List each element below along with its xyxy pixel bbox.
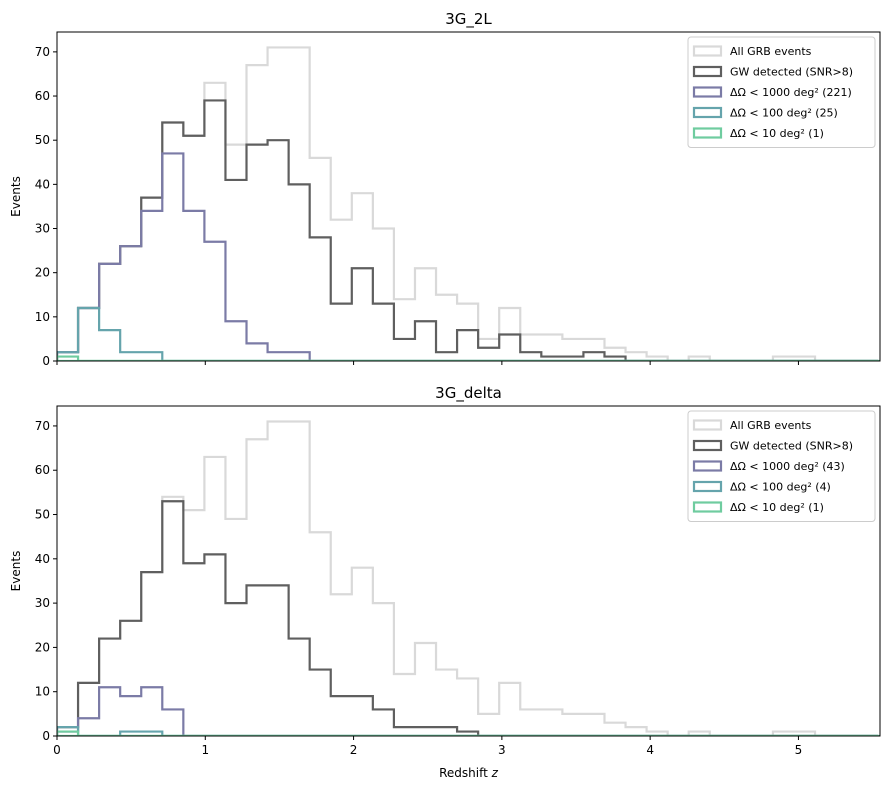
- legend-swatch: [692, 480, 723, 493]
- series-group: [57, 46, 880, 361]
- legend-label: GW detected (SNR>8): [730, 66, 853, 79]
- legend-box: [687, 410, 876, 522]
- y-tick-label: 40: [35, 552, 50, 566]
- y-axis-label: Events: [9, 176, 23, 217]
- x-tick-label: 1: [201, 743, 209, 757]
- histogram-series-1: [57, 420, 879, 736]
- legend-swatch: [692, 86, 723, 98]
- y-tick-label: 30: [35, 596, 50, 610]
- legend-swatch: [692, 65, 723, 78]
- y-tick-label: 60: [35, 89, 50, 103]
- x-tick-label: 3: [498, 743, 506, 757]
- legend-swatch: [692, 419, 723, 431]
- panel-1: 3G_2L 0 10 20 30 40 50 60 70 Events All GRB events…: [9, 10, 881, 368]
- legend-swatch: [692, 106, 723, 119]
- histogram-series-3: [57, 686, 879, 736]
- y-tick-label: 60: [35, 463, 50, 477]
- legend-label: ΔΩ < 100 deg² (4): [730, 481, 831, 494]
- legend: All GRB events GW detected (SNR>8) ΔΩ < 10…: [687, 410, 876, 522]
- y-tick-label: 10: [35, 310, 50, 324]
- histogram-series-2: [57, 99, 879, 361]
- y-tick-label: 20: [35, 266, 50, 280]
- y-tick-label: 40: [35, 177, 50, 191]
- y-tick-label: 50: [35, 508, 50, 522]
- legend: All GRB events GW detected (SNR>8) ΔΩ < 10…: [687, 36, 876, 148]
- y-axis-label: Events: [9, 551, 23, 592]
- axes-frame: [56, 31, 881, 362]
- panel-title: 3G_delta: [435, 384, 502, 403]
- axes-frame: [56, 405, 881, 737]
- histogram-series-4: [57, 306, 879, 361]
- x-tick-label: 5: [795, 743, 803, 757]
- panel-title: 3G_2L: [445, 10, 492, 29]
- y-tick-label: 70: [35, 45, 50, 59]
- histogram-series-3: [57, 152, 879, 361]
- y-tick-label: 10: [35, 685, 50, 699]
- legend-label: ΔΩ < 10 deg² (1): [730, 127, 824, 140]
- x-axis-label: Redshift z: [439, 766, 499, 780]
- legend-label: All GRB events: [730, 45, 812, 58]
- y-tick-label: 0: [42, 729, 50, 743]
- legend-box: [687, 36, 876, 148]
- legend-label: ΔΩ < 1000 deg² (221): [730, 86, 852, 99]
- legend-swatch: [692, 127, 723, 139]
- y-tick-label: 50: [35, 133, 50, 147]
- legend-label: GW detected (SNR>8): [730, 440, 853, 453]
- x-tick-label: 4: [646, 743, 654, 757]
- legend-swatch: [692, 501, 723, 513]
- x-tick-label: 2: [350, 743, 358, 757]
- panel-2: 3G_delta 0 10 20 30 40 50 60 70 0 1 2 3 4 5 Events Redsh…: [9, 384, 881, 780]
- histogram-series-4: [57, 726, 879, 736]
- y-tick-label: 20: [35, 640, 50, 654]
- legend-label: All GRB events: [730, 419, 812, 432]
- legend-label: ΔΩ < 10 deg² (1): [730, 501, 824, 514]
- x-tick-label: 0: [53, 743, 61, 757]
- y-tick-label: 0: [42, 354, 50, 368]
- legend-label: ΔΩ < 100 deg² (25): [730, 107, 838, 120]
- y-tick-label: 30: [35, 222, 50, 236]
- legend-swatch: [692, 439, 723, 452]
- histogram-series-2: [57, 500, 879, 736]
- legend-label: ΔΩ < 1000 deg² (43): [730, 460, 845, 473]
- legend-swatch: [692, 460, 723, 472]
- series-group: [57, 420, 880, 736]
- legend-swatch: [692, 45, 723, 57]
- y-tick-label: 70: [35, 419, 50, 433]
